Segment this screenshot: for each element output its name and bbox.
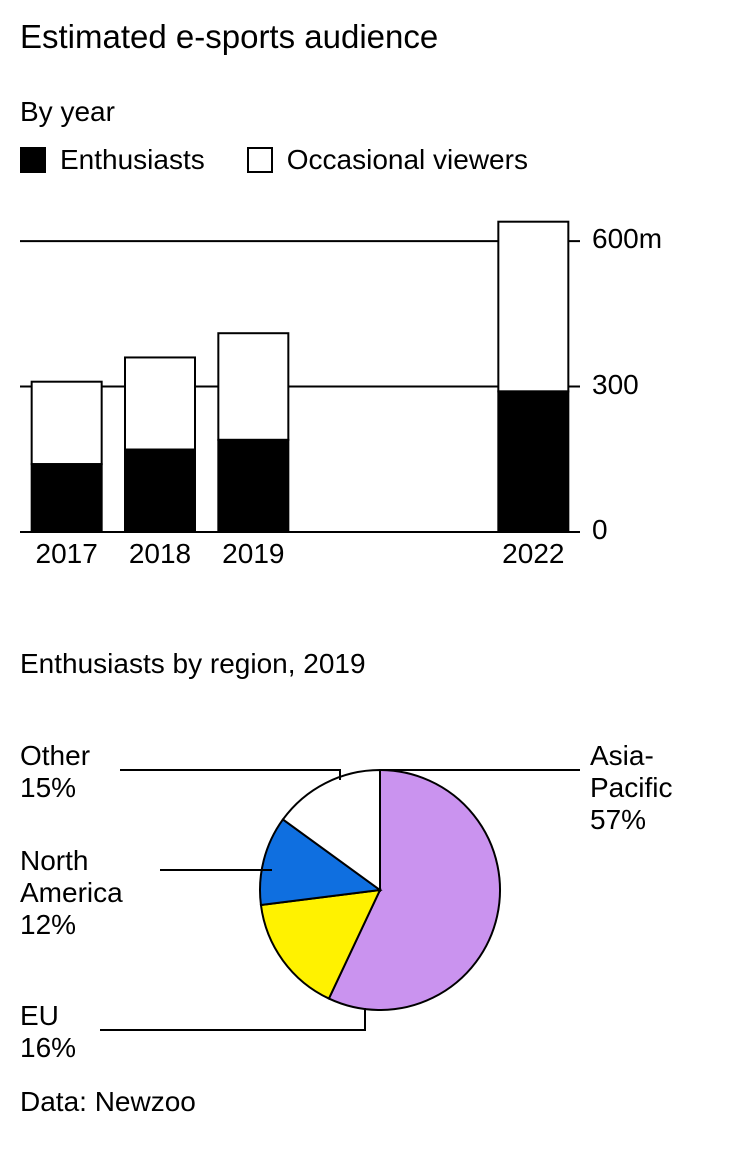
legend-swatch-enthusiasts (20, 147, 46, 173)
x-tick-label: 2022 (493, 538, 573, 570)
y-tick-label: 600m (592, 223, 692, 255)
bar-chart-svg (20, 212, 660, 572)
x-tick-label: 2017 (27, 538, 107, 570)
y-tick-label: 300 (592, 369, 692, 401)
chart-page: Estimated e-sports audience By year Enth… (0, 0, 750, 1152)
data-source: Data: Newzoo (20, 1086, 196, 1118)
bar-chart: 0 300 600m 2017 2018 2019 2022 (20, 212, 660, 532)
bar-subtitle: By year (20, 96, 115, 128)
pie-label-asia-pacific: Asia-Pacific57% (590, 740, 672, 837)
page-title: Estimated e-sports audience (20, 18, 438, 56)
legend-swatch-occasional (247, 147, 273, 173)
pie-label-eu: EU16% (20, 1000, 76, 1064)
pie-chart: Asia-Pacific57% EU16% NorthAmerica12% Ot… (20, 740, 730, 1070)
x-tick-label: 2018 (120, 538, 200, 570)
legend-label-enthusiasts: Enthusiasts (60, 144, 205, 176)
pie-subtitle: Enthusiasts by region, 2019 (20, 648, 366, 680)
pie-label-north-america: NorthAmerica12% (20, 845, 123, 942)
pie-label-other: Other15% (20, 740, 90, 804)
y-tick-label: 0 (592, 514, 692, 546)
bar-legend: Enthusiasts Occasional viewers (20, 144, 528, 176)
x-tick-label: 2019 (213, 538, 293, 570)
legend-label-occasional: Occasional viewers (287, 144, 528, 176)
